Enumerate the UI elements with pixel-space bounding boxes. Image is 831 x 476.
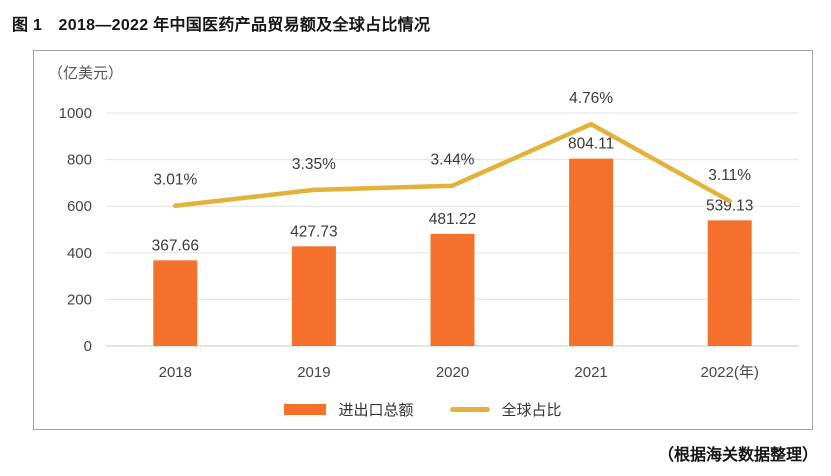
x-tick-label: 2020 <box>436 364 469 381</box>
global-share-line <box>173 121 732 208</box>
line-point-label: 4.76% <box>569 90 613 107</box>
line-series-swatch <box>449 407 490 412</box>
trade-bar <box>153 260 198 346</box>
line-point-label: 3.44% <box>431 152 475 169</box>
chart-legend: 进出口总额 全球占比 <box>34 399 812 420</box>
legend-label-bar-series: 进出口总额 <box>338 402 414 419</box>
bar-series-swatch <box>284 404 327 415</box>
trade-bar <box>707 220 752 346</box>
y-tick-label: 400 <box>67 245 92 262</box>
bar-value-label: 804.11 <box>568 136 614 153</box>
y-tick-label: 200 <box>67 291 92 308</box>
chart-frame: （亿美元） 0 200 400 600 800 1000 367.66 427.73 481.2… <box>33 50 813 430</box>
bar-value-label: 539.13 <box>706 197 753 214</box>
legend-label-line-series: 全球占比 <box>501 402 562 419</box>
line-point-label: 3.01% <box>153 172 197 189</box>
x-tick-label: 2019 <box>297 364 330 381</box>
y-tick-label: 1000 <box>59 105 92 122</box>
x-tick-label: 2022(年) <box>701 364 759 381</box>
legend-item-bar-series: 进出口总额 <box>284 399 414 420</box>
x-tick-label: 2021 <box>574 364 607 381</box>
y-axis-unit-label: （亿美元） <box>48 65 124 82</box>
figure-title: 图 1 2018—2022 年中国医药产品贸易额及全球占比情况 <box>12 17 431 34</box>
line-point-label: 3.35% <box>292 156 336 173</box>
trade-bar <box>291 246 336 346</box>
bar-value-label: 427.73 <box>290 223 337 240</box>
y-tick-label: 600 <box>67 198 92 215</box>
y-tick-label: 0 <box>84 338 92 355</box>
x-tick-label: 2018 <box>159 364 192 381</box>
line-point-label: 3.11% <box>708 167 751 184</box>
bar-value-label: 481.22 <box>429 211 476 228</box>
trade-bar <box>430 233 475 346</box>
y-tick-label: 800 <box>67 152 92 169</box>
legend-item-line-series: 全球占比 <box>449 399 562 420</box>
combo-chart: 0 200 400 600 800 1000 367.66 427.73 481.22 804.1… <box>59 90 799 381</box>
trade-bar <box>569 158 614 346</box>
bar-value-label: 367.66 <box>152 237 199 254</box>
source-note: （根据海关数据整理） <box>657 447 818 464</box>
